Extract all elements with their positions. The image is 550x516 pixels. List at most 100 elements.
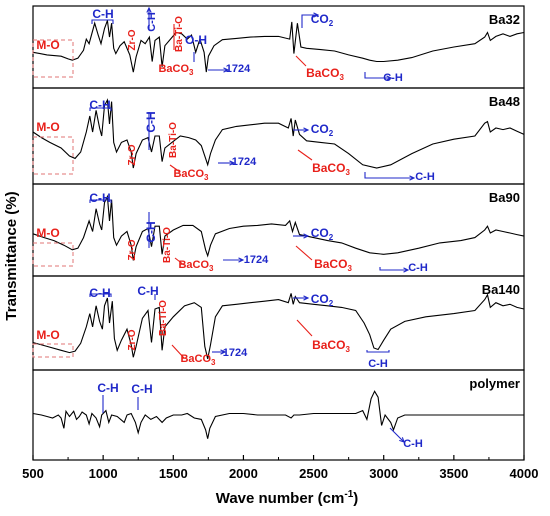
arrowhead	[238, 257, 245, 263]
mo-region-box	[32, 136, 74, 175]
panel-ba140: Ba140M-OC-HZr-OC-HBa-Ti-OBaCO31724CO2BaC…	[32, 275, 525, 371]
peak-annotation: C-H	[144, 221, 158, 242]
annotation-leader	[366, 350, 390, 353]
annotation-leader	[171, 344, 185, 359]
peak-annotation: C-H	[137, 284, 158, 298]
peak-annotation: 1724	[232, 156, 257, 168]
x-tick-label: 1500	[159, 466, 188, 481]
panel-ba32: Ba32 M-O C-H Zr-O C-H Ba-Ti-O O-H BaCO3 1724 CO2 B…	[32, 5, 525, 89]
arrowhead	[403, 267, 410, 273]
peak-annotation: BaCO3	[312, 338, 350, 354]
annotation-leader	[364, 172, 414, 179]
x-tick-label: 2000	[229, 466, 258, 481]
peak-annotation: C-H	[368, 358, 388, 370]
peak-annotation: BaCO3	[306, 66, 344, 82]
peak-annotation: C-H	[97, 381, 118, 395]
peak-annotation: C-H	[89, 286, 110, 300]
arrowhead	[386, 75, 393, 81]
panel-label: Ba48	[489, 94, 520, 109]
annotation-leader	[301, 14, 318, 28]
arrowhead	[229, 160, 236, 166]
arrowhead	[313, 12, 320, 18]
annotation-leader	[389, 427, 405, 443]
peak-annotation: CO2	[311, 122, 334, 138]
peak-annotation: BaCO3	[158, 63, 194, 77]
panel-label: polymer	[469, 376, 520, 391]
peak-annotation: Ba-Ti-O	[158, 300, 169, 336]
arrowhead	[303, 127, 310, 133]
arrowhead	[409, 175, 416, 181]
peak-annotation: M-O	[36, 226, 59, 240]
peak-annotation: CO2	[311, 12, 334, 28]
peak-annotation: Ba-Ti-O	[174, 16, 185, 52]
peak-annotation: 1724	[226, 63, 251, 75]
peak-annotation: C-H	[415, 171, 435, 183]
peak-annotation: C-H	[144, 111, 158, 132]
peak-annotation: C-H	[89, 191, 110, 205]
peak-annotation: O-H	[185, 33, 207, 47]
annotation-leader	[169, 164, 181, 173]
x-axis-title-sup: -1	[344, 489, 353, 500]
peak-annotation: Zr-O	[127, 239, 138, 260]
peak-annotation: C-H	[146, 12, 158, 32]
x-tick-label: 3500	[439, 466, 468, 481]
mo-region-box	[32, 242, 74, 267]
peak-annotation: C-H	[131, 382, 152, 396]
annotation-leader	[379, 267, 408, 271]
annotation-leader	[364, 72, 391, 79]
x-tick-label: 4000	[510, 466, 539, 481]
peak-annotation: C-H	[408, 262, 428, 274]
peak-annotation: BaCO3	[314, 257, 352, 273]
annotation-leader	[89, 199, 112, 203]
x-tick-label: 2500	[299, 466, 328, 481]
peak-annotation: C-H	[403, 438, 423, 450]
peak-annotation: Ba-Ti-O	[168, 122, 179, 158]
peak-annotation: Zr-O	[127, 329, 138, 350]
x-tick-label: 500	[22, 466, 44, 481]
annotation-leader	[89, 107, 112, 111]
peak-annotation: CO2	[311, 292, 334, 308]
peak-annotation: M-O	[36, 120, 59, 134]
x-tick-label: 3000	[369, 466, 398, 481]
spectrum-line-polymer	[32, 390, 524, 439]
peak-annotation: Zr-O	[127, 29, 138, 50]
panel-label: Ba32	[489, 12, 520, 27]
peak-annotation: CO2	[311, 226, 334, 242]
mo-region-box	[32, 39, 74, 78]
arrowhead	[303, 295, 310, 301]
arrowhead	[146, 6, 152, 13]
x-axis-ticks: 500 1000 1500 2000 2500 3000 3500 4000	[22, 455, 538, 481]
spectrum-line-ba48	[32, 98, 525, 169]
panel-label: Ba140	[482, 282, 520, 297]
peak-annotation: Ba-Ti-O	[162, 227, 173, 263]
annotation-leader	[89, 293, 112, 297]
peak-annotation: BaCO3	[312, 161, 350, 177]
spectrum-line-ba90	[32, 194, 525, 261]
annotation-leader	[296, 319, 313, 337]
mo-region-box	[32, 343, 74, 358]
annotation-leader	[91, 19, 114, 24]
spectrum-line-ba140	[32, 293, 525, 360]
x-axis-title-close: )	[353, 490, 358, 507]
x-axis-title: Wave number (cm-1)	[216, 489, 359, 507]
panel-ba90: Ba90 M-O C-H Zr-O C-H Ba-Ti-O BaCO3 1724 CO2 BaCO…	[32, 183, 525, 277]
peak-annotation: BaCO3	[173, 168, 209, 182]
panel-ba48: Ba48 M-O C-H Zr-O C-H Ba-Ti-O BaCO3 1724 CO2 BaCO…	[32, 87, 525, 185]
peak-annotation: 1724	[223, 347, 248, 359]
x-axis-title-main: Wave number (cm	[216, 490, 345, 507]
peak-annotation: Zr-O	[127, 144, 138, 165]
y-axis-title: Transmittance (%)	[3, 191, 20, 320]
annotation-leader	[295, 55, 307, 67]
peak-annotation: BaCO3	[178, 259, 214, 273]
peak-annotation: C-H	[383, 72, 403, 84]
peak-annotation: M-O	[36, 328, 59, 342]
peak-annotation: BaCO3	[180, 353, 216, 367]
annotation-leader	[174, 257, 185, 266]
panel-polymer: polymer C-H C-H C-H	[32, 369, 525, 461]
peak-annotation: C-H	[89, 98, 110, 112]
arrowhead	[223, 67, 230, 73]
arrowhead	[399, 437, 405, 443]
peak-annotation: C-H	[92, 7, 113, 21]
